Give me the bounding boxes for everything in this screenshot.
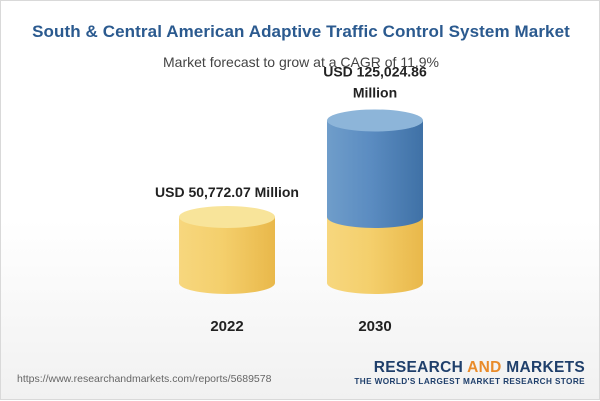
chart-subtitle: Market forecast to grow at a CAGR of 11.…: [163, 54, 439, 70]
brand-logo: RESEARCH AND MARKETS THE WORLD'S LARGEST…: [354, 359, 585, 386]
data-label-2030-line1: USD 125,024.86: [323, 63, 427, 79]
bar-2030-base-segment: [327, 216, 423, 294]
brand-word-markets: MARKETS: [506, 359, 585, 376]
bar-2030-growth-segment: [327, 120, 423, 228]
category-label-2030: 2030: [358, 318, 391, 335]
bar-2030-top-cap: [327, 109, 423, 132]
brand-name: RESEARCH AND MARKETS: [354, 359, 585, 376]
chart-title: South & Central American Adaptive Traffi…: [32, 22, 570, 41]
brand-tagline: THE WORLD'S LARGEST MARKET RESEARCH STOR…: [354, 377, 585, 386]
data-label-2030-line2: Million: [353, 84, 397, 100]
brand-word-and: AND: [467, 359, 502, 376]
bar-2022-base-segment: [179, 216, 275, 294]
data-label-2022: USD 50,772.07 Million: [155, 184, 299, 200]
brand-word-research: RESEARCH: [373, 359, 464, 376]
category-label-2022: 2022: [210, 318, 243, 335]
source-url[interactable]: https://www.researchandmarkets.com/repor…: [17, 373, 272, 385]
bar-2022-top-cap: [179, 205, 275, 228]
